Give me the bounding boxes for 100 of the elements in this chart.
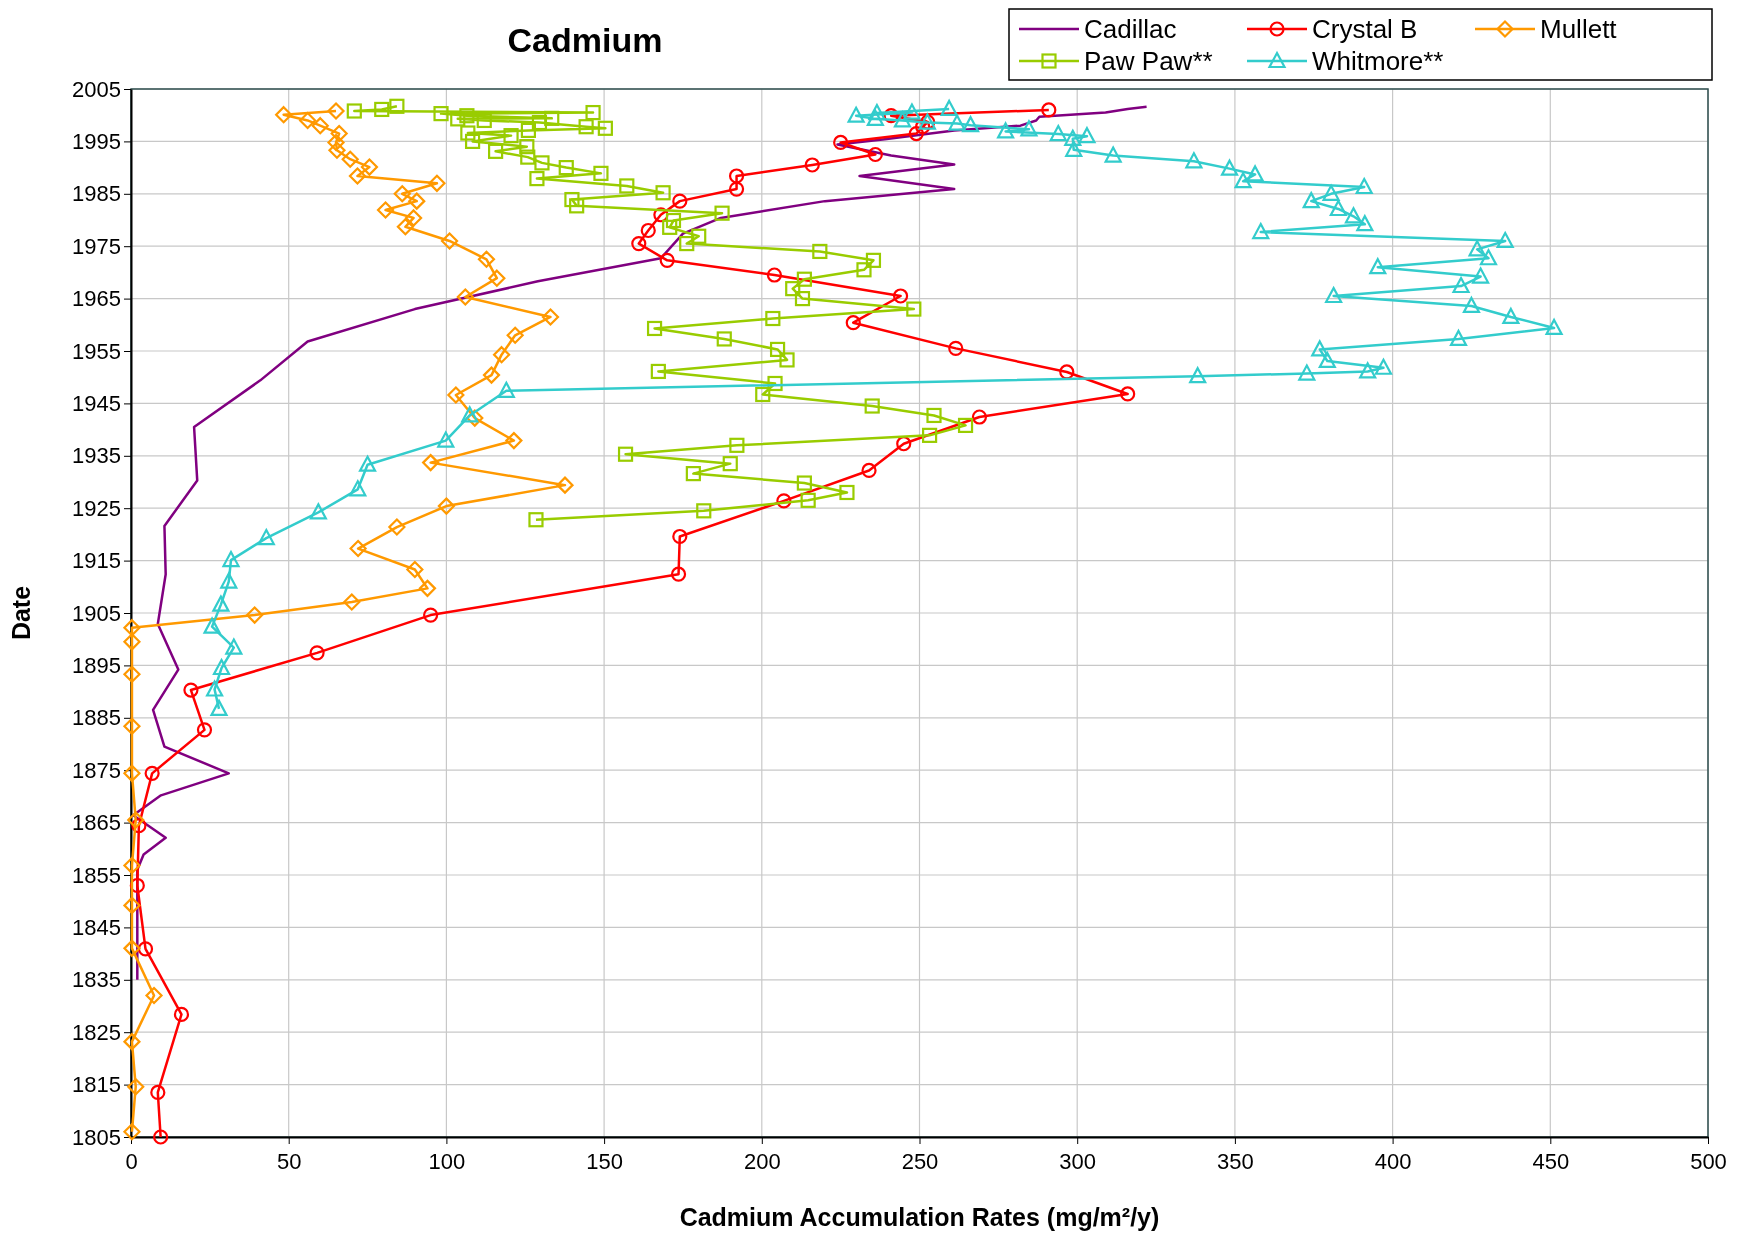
point (997, 122, 1015, 139)
point (861, 462, 877, 479)
point (428, 174, 446, 192)
point (349, 480, 367, 497)
point (531, 114, 548, 131)
y-tick-label: 1825 (72, 1019, 121, 1045)
y-tick-label: 1885 (72, 705, 121, 731)
point (346, 103, 362, 119)
point (203, 617, 221, 634)
point (1462, 296, 1481, 314)
point (196, 722, 213, 738)
point (926, 407, 942, 424)
point (528, 512, 544, 528)
point (1298, 364, 1316, 381)
point (558, 160, 574, 176)
point (672, 193, 688, 209)
point (569, 198, 585, 214)
point (534, 155, 550, 171)
point (812, 243, 828, 260)
y-tick-label: 1985 (72, 181, 121, 207)
point (309, 645, 325, 661)
point (766, 267, 783, 283)
point (804, 157, 820, 173)
point (971, 409, 988, 425)
point (358, 455, 377, 472)
x-tick-label: 500 (1690, 1149, 1727, 1174)
point (767, 375, 783, 392)
point (915, 119, 931, 135)
point (506, 326, 524, 344)
point (406, 560, 424, 579)
point (433, 106, 449, 122)
legend-label: Crystal B (1312, 14, 1418, 44)
y-tick-label: 1815 (72, 1072, 121, 1098)
point (1479, 249, 1498, 266)
point (327, 133, 345, 152)
x-tick-label: 450 (1532, 1149, 1570, 1174)
point (173, 1006, 190, 1022)
point (1322, 184, 1340, 201)
point (1452, 276, 1470, 294)
point (497, 381, 515, 398)
point (127, 1078, 145, 1096)
point (123, 896, 141, 914)
point (210, 699, 228, 716)
y-tick-label: 1835 (72, 967, 121, 993)
point (123, 764, 141, 782)
point (389, 98, 405, 114)
point (145, 986, 163, 1005)
point (493, 346, 511, 364)
point (716, 331, 732, 347)
point (1104, 146, 1122, 163)
point (1049, 124, 1067, 142)
point (327, 102, 345, 120)
point (405, 209, 423, 227)
point (123, 665, 141, 683)
point (883, 108, 899, 124)
point (868, 104, 886, 121)
y-tick-label: 1925 (72, 495, 121, 521)
point (529, 171, 545, 187)
point (1374, 358, 1393, 375)
point (940, 99, 958, 117)
point (839, 484, 855, 501)
x-tick-label: 0 (125, 1149, 138, 1174)
legend-label: Whitmore** (1312, 46, 1444, 76)
point (1325, 286, 1343, 304)
y-tick-label: 1845 (72, 914, 121, 940)
point (388, 518, 406, 536)
point (144, 765, 160, 781)
y-tick-label: 1975 (72, 233, 121, 259)
point (137, 941, 154, 957)
point (129, 877, 145, 894)
point (225, 638, 243, 655)
point (418, 579, 437, 597)
point (330, 124, 348, 143)
point (556, 476, 574, 494)
point (360, 158, 379, 176)
point (123, 1123, 141, 1141)
point (376, 201, 395, 219)
point (1120, 386, 1136, 402)
point (459, 108, 475, 124)
point (1041, 102, 1057, 118)
y-tick-label: 2005 (72, 76, 121, 102)
point (893, 111, 912, 128)
x-tick-label: 200 (743, 1149, 781, 1174)
y-tick-label: 1935 (72, 443, 121, 469)
point (123, 939, 141, 957)
point (906, 301, 922, 317)
point (650, 363, 666, 380)
point (1185, 152, 1203, 169)
point (796, 475, 812, 491)
y-tick-label: 1915 (72, 548, 121, 574)
point (864, 398, 880, 414)
point (123, 1033, 141, 1051)
point (578, 119, 594, 135)
y-tick-label: 1905 (72, 600, 121, 626)
point (505, 432, 523, 450)
point (867, 146, 883, 163)
point (343, 593, 361, 611)
point (447, 386, 465, 404)
point (896, 436, 912, 452)
point (1246, 165, 1264, 182)
